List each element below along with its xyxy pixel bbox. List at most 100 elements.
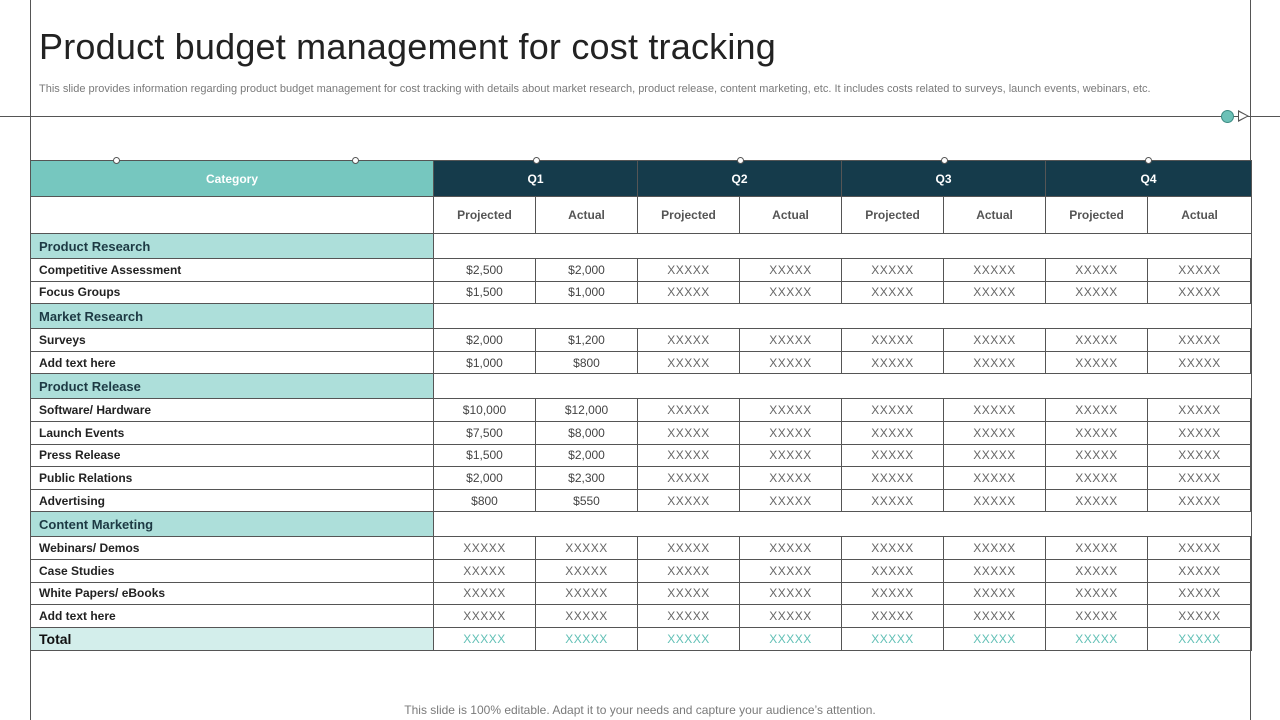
value-cell: XXXXX <box>534 581 639 606</box>
value-cell: XXXXX <box>637 581 741 606</box>
value-cell: XXXXX <box>433 536 536 560</box>
value-cell: XXXXX <box>1147 466 1253 490</box>
row-label: Advertising <box>30 488 434 513</box>
value-cell: XXXXX <box>739 280 843 305</box>
value-cell: XXXXX <box>433 604 536 628</box>
total-value-cell: XXXXX <box>739 626 843 651</box>
table-row: Add text here XXXXX XXXXX XXXXX XXXXX XXXXX XX… <box>30 604 1253 628</box>
value-cell: XXXXX <box>841 280 945 305</box>
value-cell: XXXXX <box>1045 466 1149 490</box>
value-cell: XXXXX <box>739 581 843 606</box>
value-cell: XXXXX <box>1147 558 1253 583</box>
table-row: Software/ Hardware $10,000 $12,000 XXXXX XXX… <box>30 398 1253 422</box>
section-label: Content Marketing <box>30 511 434 538</box>
row-label: Case Studies <box>30 558 434 583</box>
table-row: Case Studies XXXXX XXXXX XXXXX XXXXX XXXXX XXX… <box>30 558 1253 583</box>
value-cell: XXXXX <box>1147 488 1253 513</box>
sub-header-projected: Projected <box>637 196 741 234</box>
value-cell: XXXXX <box>1045 604 1149 628</box>
value-cell: XXXXX <box>739 604 843 628</box>
value-cell: XXXXX <box>739 466 843 490</box>
value-cell: XXXXX <box>1147 328 1253 352</box>
arrow-marker-inner <box>1239 112 1247 120</box>
value-cell: $10,000 <box>433 398 536 422</box>
value-cell: $1,500 <box>433 443 536 468</box>
handle-dot <box>941 157 948 164</box>
value-cell: XXXXX <box>534 536 639 560</box>
value-cell: XXXXX <box>637 604 741 628</box>
value-cell: XXXXX <box>637 328 741 352</box>
value-cell: XXXXX <box>1045 558 1149 583</box>
value-cell: $2,000 <box>433 466 536 490</box>
value-cell: XXXXX <box>1147 258 1253 282</box>
handle-dot <box>737 157 744 164</box>
row-label: Launch Events <box>30 420 434 445</box>
value-cell: XXXXX <box>943 466 1047 490</box>
handle-dot <box>113 157 120 164</box>
value-cell: XXXXX <box>739 488 843 513</box>
value-cell: XXXXX <box>1147 280 1253 305</box>
value-cell: XXXXX <box>1147 536 1253 560</box>
value-cell: XXXXX <box>943 328 1047 352</box>
value-cell: XXXXX <box>739 420 843 445</box>
sub-header-projected: Projected <box>841 196 945 234</box>
value-cell: XXXXX <box>943 581 1047 606</box>
value-cell: XXXXX <box>739 536 843 560</box>
value-cell: XXXXX <box>1045 488 1149 513</box>
table-row: Surveys $2,000 $1,200 XXXXX XXXXX XXXXX XXXXX X… <box>30 328 1253 352</box>
row-label: White Papers/ eBooks <box>30 581 434 606</box>
total-label: Total <box>30 626 434 651</box>
value-cell: XXXXX <box>841 536 945 560</box>
value-cell: XXXXX <box>841 466 945 490</box>
value-cell: XXXXX <box>1045 420 1149 445</box>
value-cell: XXXXX <box>841 488 945 513</box>
value-cell: XXXXX <box>739 558 843 583</box>
quarter-header-q2: Q2 <box>637 160 843 197</box>
value-cell: XXXXX <box>1045 258 1149 282</box>
value-cell: XXXXX <box>943 558 1047 583</box>
row-label: Competitive Assessment <box>30 258 434 282</box>
value-cell: XXXXX <box>943 280 1047 305</box>
value-cell: XXXXX <box>739 398 843 422</box>
value-cell: XXXXX <box>739 350 843 375</box>
value-cell: XXXXX <box>637 398 741 422</box>
section-blank-cell <box>432 373 1253 400</box>
value-cell: XXXXX <box>534 558 639 583</box>
section-blank-cell <box>432 233 1253 259</box>
value-cell: $1,000 <box>433 350 536 375</box>
value-cell: XXXXX <box>1045 443 1149 468</box>
value-cell: XXXXX <box>943 350 1047 375</box>
section-blank-cell <box>432 511 1253 538</box>
value-cell: XXXXX <box>637 443 741 468</box>
value-cell: XXXXX <box>943 443 1047 468</box>
value-cell: XXXXX <box>943 420 1047 445</box>
circle-marker-icon <box>1221 110 1234 123</box>
value-cell: $2,000 <box>433 328 536 352</box>
value-cell: XXXXX <box>841 443 945 468</box>
value-cell: $800 <box>534 350 639 375</box>
section-row: Market Research <box>30 303 1253 330</box>
value-cell: XXXXX <box>637 536 741 560</box>
handle-dot <box>352 157 359 164</box>
row-label: Public Relations <box>30 466 434 490</box>
row-label: Webinars/ Demos <box>30 536 434 560</box>
total-value-cell: XXXXX <box>841 626 945 651</box>
total-value-cell: XXXXX <box>1045 626 1149 651</box>
value-cell: $1,000 <box>534 280 639 305</box>
section-row: Product Research <box>30 233 1253 259</box>
sub-header-actual: Actual <box>943 196 1047 234</box>
value-cell: XXXXX <box>1045 536 1149 560</box>
value-cell: $1,500 <box>433 280 536 305</box>
slide-title: Product budget management for cost track… <box>39 26 777 67</box>
title-divider-line <box>0 116 1280 117</box>
value-cell: XXXXX <box>637 420 741 445</box>
total-value-cell: XXXXX <box>943 626 1047 651</box>
value-cell: XXXXX <box>1147 398 1253 422</box>
sub-header-projected: Projected <box>1045 196 1149 234</box>
value-cell: $2,300 <box>534 466 639 490</box>
value-cell: $7,500 <box>433 420 536 445</box>
value-cell: XXXXX <box>739 443 843 468</box>
value-cell: XXXXX <box>943 398 1047 422</box>
value-cell: XXXXX <box>1147 604 1253 628</box>
value-cell: $800 <box>433 488 536 513</box>
